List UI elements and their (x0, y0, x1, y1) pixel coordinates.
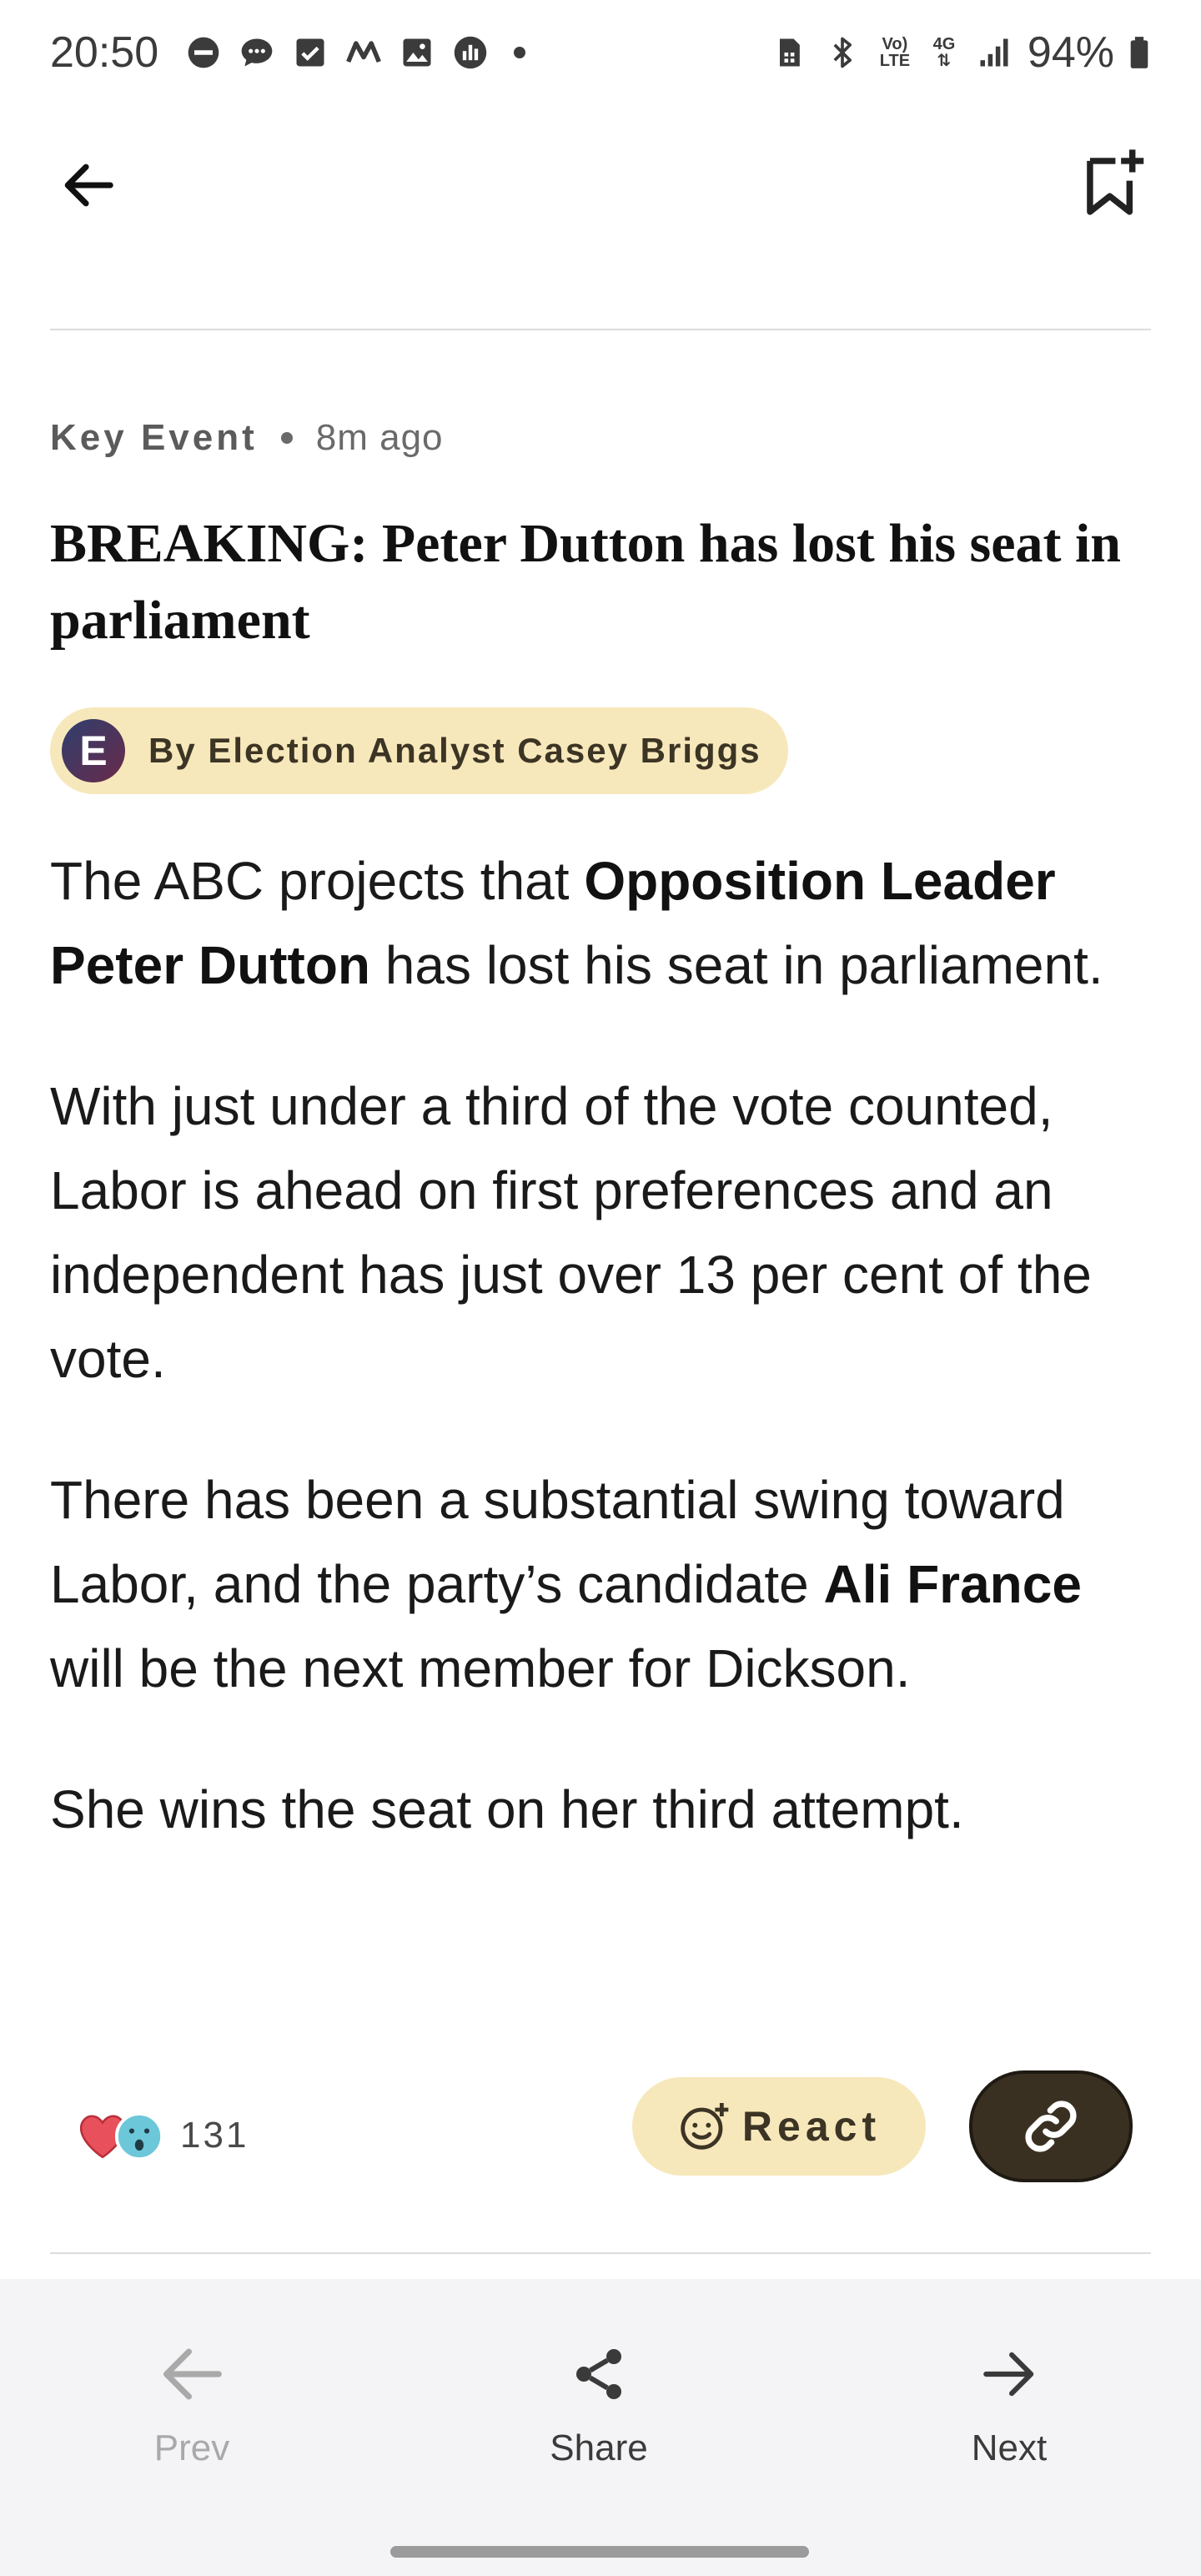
share-icon (576, 2349, 621, 2399)
react-button[interactable]: React (632, 2077, 926, 2176)
surprised-face-icon (114, 2111, 164, 2161)
volte-indicator: Vo) LTE (879, 35, 911, 70)
reaction-summary[interactable]: 131 (77, 2102, 249, 2169)
key-event-tag: Key Event (50, 417, 258, 458)
copy-link-button[interactable] (969, 2070, 1133, 2182)
arrow-left-icon (163, 2348, 222, 2400)
status-bar-right: Vo) LTE 4G ⇅ 94% (769, 28, 1151, 78)
m-app-icon (344, 33, 384, 73)
article-meta: Key Event 8m ago (50, 417, 444, 459)
next-button[interactable]: Next (909, 2332, 1109, 2469)
author-avatar: E (62, 719, 125, 782)
article-paragraph: She wins the seat on her third attempt. (50, 1768, 1168, 1852)
back-button[interactable] (50, 147, 127, 224)
article-paragraph: The ABC projects that Opposition Leader … (50, 839, 1168, 1008)
add-reaction-icon (681, 2103, 729, 2150)
battery-icon (1128, 33, 1151, 73)
article-headline: BREAKING: Peter Dutton has lost his seat… (50, 513, 1122, 651)
network-indicator: 4G ⇅ (932, 35, 956, 70)
bookmark-add-icon (1087, 149, 1144, 215)
article-body: The ABC projects that Opposition Leader … (50, 839, 1168, 1909)
emphasized-text: Ali France (823, 1554, 1082, 1614)
bluetooth-icon (822, 33, 862, 73)
paragraph-text: With just under a third of the vote coun… (50, 1076, 1092, 1389)
status-bar: 20:50 (0, 0, 1201, 105)
react-label: React (741, 2103, 882, 2150)
author-name: By Election Analyst Casey Briggs (148, 731, 761, 770)
time-ago: 8m ago (315, 417, 444, 458)
top-bar (0, 105, 1201, 330)
arrow-right-icon (983, 2352, 1034, 2397)
battery-level: 94% (1027, 28, 1114, 77)
author-byline[interactable]: E By Election Analyst Casey Briggs (50, 707, 788, 794)
home-indicator[interactable] (390, 2546, 809, 2558)
arrow-left-icon (64, 164, 113, 207)
signal-icon (974, 33, 1014, 73)
header-divider (50, 329, 1151, 330)
paragraph-text: There has been a substantial swing towar… (50, 1470, 1065, 1614)
paragraph-text: The ABC projects that (50, 851, 585, 911)
footer-divider (50, 2252, 1151, 2254)
network-label: 4G (932, 35, 956, 53)
bottom-navigation: Prev Share Next (0, 2279, 1201, 2576)
share-button[interactable]: Share (499, 2332, 699, 2469)
checkbox-icon (290, 33, 330, 73)
gallery-icon (397, 33, 437, 73)
reaction-icons (77, 2102, 168, 2169)
sim-icon (769, 33, 809, 73)
article-paragraph: There has been a substantial swing towar… (50, 1458, 1168, 1711)
next-label: Next (971, 2428, 1048, 2468)
paragraph-text: will be the next member for Dickson. (50, 1638, 911, 1698)
do-not-disturb-icon (183, 33, 224, 73)
prev-label: Prev (153, 2428, 230, 2468)
status-bar-left: 20:50 (50, 28, 526, 78)
reaction-count: 131 (180, 2115, 249, 2156)
notification-dot (514, 47, 526, 58)
link-icon (1025, 2101, 1077, 2152)
bookmark-button[interactable] (1074, 142, 1151, 225)
activity-icon (450, 33, 490, 73)
paragraph-text: She wins the seat on her third attempt. (50, 1779, 964, 1839)
chat-icon (237, 33, 277, 73)
emphasized-text: Opposition Leader Peter Dutton (50, 851, 1056, 995)
share-label: Share (550, 2428, 648, 2468)
meta-separator (280, 432, 293, 444)
prev-button[interactable]: Prev (92, 2332, 292, 2469)
article-paragraph: With just under a third of the vote coun… (50, 1064, 1168, 1401)
status-time: 20:50 (50, 28, 159, 77)
paragraph-text: has lost his seat in parliament. (370, 935, 1103, 995)
